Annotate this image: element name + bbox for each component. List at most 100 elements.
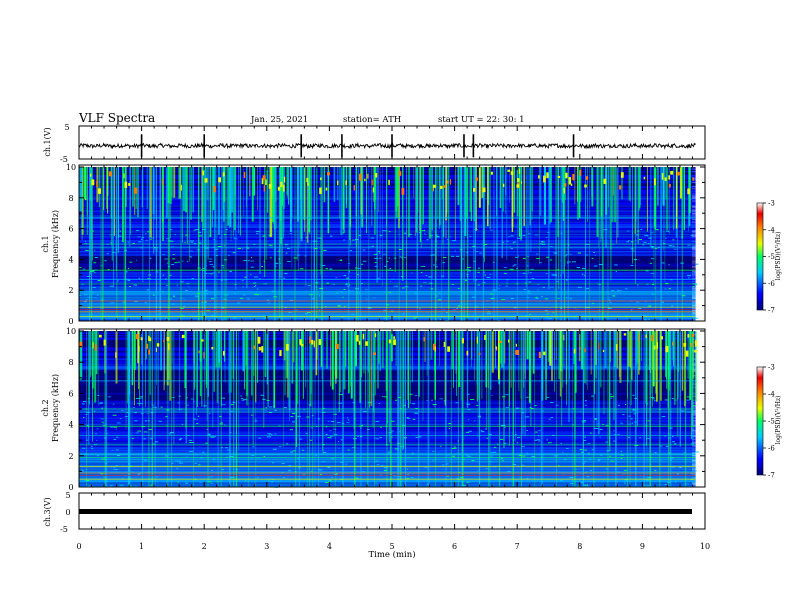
spectrogram-sferic <box>264 331 267 377</box>
spectrogram-speckle <box>346 417 349 419</box>
spectrogram-sferic <box>688 167 689 231</box>
spectrogram-speckle <box>581 267 586 269</box>
spectrogram-sferic <box>651 331 652 394</box>
spectrogram-speckle <box>681 295 685 297</box>
spectrogram-speckle <box>83 417 85 418</box>
spectrogram-speckle <box>451 255 455 257</box>
spectrogram-speckle <box>612 295 616 297</box>
spectrogram-speckle <box>172 254 175 255</box>
spectrogram-speckle <box>645 479 650 481</box>
spectrogram-speckle <box>432 451 435 452</box>
spectrogram-speckle <box>327 420 330 422</box>
spectrogram-speckle <box>140 247 142 249</box>
spectrogram-band <box>79 170 696 173</box>
spectrogram-speckle <box>159 481 163 483</box>
spectrogram-speckle <box>420 272 423 273</box>
spectrogram-speckle <box>655 229 659 231</box>
spectrogram-speckle <box>624 483 626 484</box>
spectrogram-speckle <box>439 398 444 400</box>
spectrogram-speckle <box>651 247 654 249</box>
spectrogram-sferic <box>296 331 299 405</box>
spectrogram-speckle <box>110 242 112 244</box>
spectrogram-speckle <box>117 485 120 487</box>
spectrogram-speckle <box>510 235 514 237</box>
spectrogram-speckle <box>85 299 88 301</box>
spectrogram-speckle <box>464 279 468 281</box>
spectrogram-sferic <box>395 167 398 212</box>
spectrogram-hotspot <box>557 175 561 179</box>
spectrogram-speckle <box>415 436 419 438</box>
spectrogram-speckle <box>423 282 427 283</box>
spectrogram-speckle <box>611 460 615 462</box>
spectrogram-speckle <box>188 286 190 288</box>
spectrogram-speckle <box>196 423 199 424</box>
spectrogram-speckle <box>429 282 433 284</box>
spectrogram-speckle <box>268 302 271 304</box>
spectrogram-hotspot <box>353 185 355 191</box>
spectrogram-hotspot <box>362 333 365 340</box>
spectrogram-speckle <box>597 460 600 461</box>
spectrogram-band <box>79 239 696 242</box>
spectrogram-speckle <box>340 259 342 260</box>
spectrogram-speckle <box>692 405 696 407</box>
spectrogram-band <box>79 194 696 196</box>
spectrogram-hotspot <box>563 334 565 341</box>
spectrogram-speckle <box>165 285 168 286</box>
spectrogram-band <box>79 266 696 269</box>
spectrogram-speckle <box>651 246 654 247</box>
spectrogram-speckle <box>180 297 184 299</box>
spectrogram-speckle <box>569 253 572 255</box>
colorbar-tick-label: -7 <box>768 472 775 480</box>
spectrogram-sferic <box>684 331 686 407</box>
spectrogram-speckle <box>149 257 152 259</box>
spectrogram-sferic <box>228 331 230 393</box>
spectrogram-speckle <box>645 270 649 272</box>
spectrogram-speckle <box>330 437 332 439</box>
spectrogram-speckle <box>256 288 259 290</box>
spectrogram-hotspot <box>299 339 302 345</box>
spectrogram-speckle <box>517 303 519 305</box>
spectrogram-hotspot <box>138 345 140 352</box>
spectrogram-hotspot <box>399 170 401 177</box>
spectrogram-speckle <box>347 419 350 421</box>
spectrogram-speckle <box>145 233 147 235</box>
spectrogram-speckle <box>92 287 96 288</box>
spectrogram-sferic <box>550 167 552 223</box>
spectrogram-speckle <box>370 237 375 239</box>
spectrogram-hotspot <box>518 168 521 174</box>
spectrogram-speckle <box>468 430 472 432</box>
spectrogram-hotspot <box>198 350 200 354</box>
spectrogram-sferic <box>190 167 192 220</box>
spectrogram-hotspot <box>563 187 565 194</box>
ch2-colorbar-label: log(PSD)(V²/Hz) <box>775 396 782 445</box>
spectrogram-speckle <box>574 465 578 467</box>
ch1-colorbar-label: log(PSD)(V²/Hz) <box>775 232 782 281</box>
spectrogram-hotspot <box>90 173 92 177</box>
spectrogram-hotspot <box>181 334 185 339</box>
spectrogram-speckle <box>501 425 505 426</box>
spectrogram-sferic <box>371 167 373 226</box>
frequency-tick-label: 4 <box>68 255 73 264</box>
spectrogram-speckle <box>583 274 585 276</box>
spectrogram-speckle <box>116 422 121 424</box>
ch1-waveform-trace <box>78 134 696 158</box>
spectrogram-speckle <box>185 290 188 291</box>
spectrogram-speckle <box>648 318 650 320</box>
spectrogram-speckle <box>599 264 603 265</box>
spectrogram-speckle <box>361 425 363 426</box>
spectrogram-speckle <box>130 485 133 487</box>
spectrogram-speckle <box>210 476 213 478</box>
spectrogram-speckle <box>583 484 587 486</box>
spectrogram-sferic <box>257 167 258 210</box>
colorbar-tick-label: -5 <box>768 418 775 426</box>
spectrogram-sferic <box>645 331 646 404</box>
spectrogram-speckle <box>160 406 163 408</box>
spectrogram-speckle <box>615 271 617 273</box>
spectrogram-sferic <box>287 331 288 378</box>
spectrogram-speckle <box>546 313 549 315</box>
spectrogram-speckle <box>127 268 130 269</box>
spectrogram-speckle <box>535 431 538 433</box>
spectrogram-hotspot <box>115 352 117 358</box>
spectrogram-sferic <box>238 167 239 234</box>
spectrogram-sferic <box>424 331 426 362</box>
